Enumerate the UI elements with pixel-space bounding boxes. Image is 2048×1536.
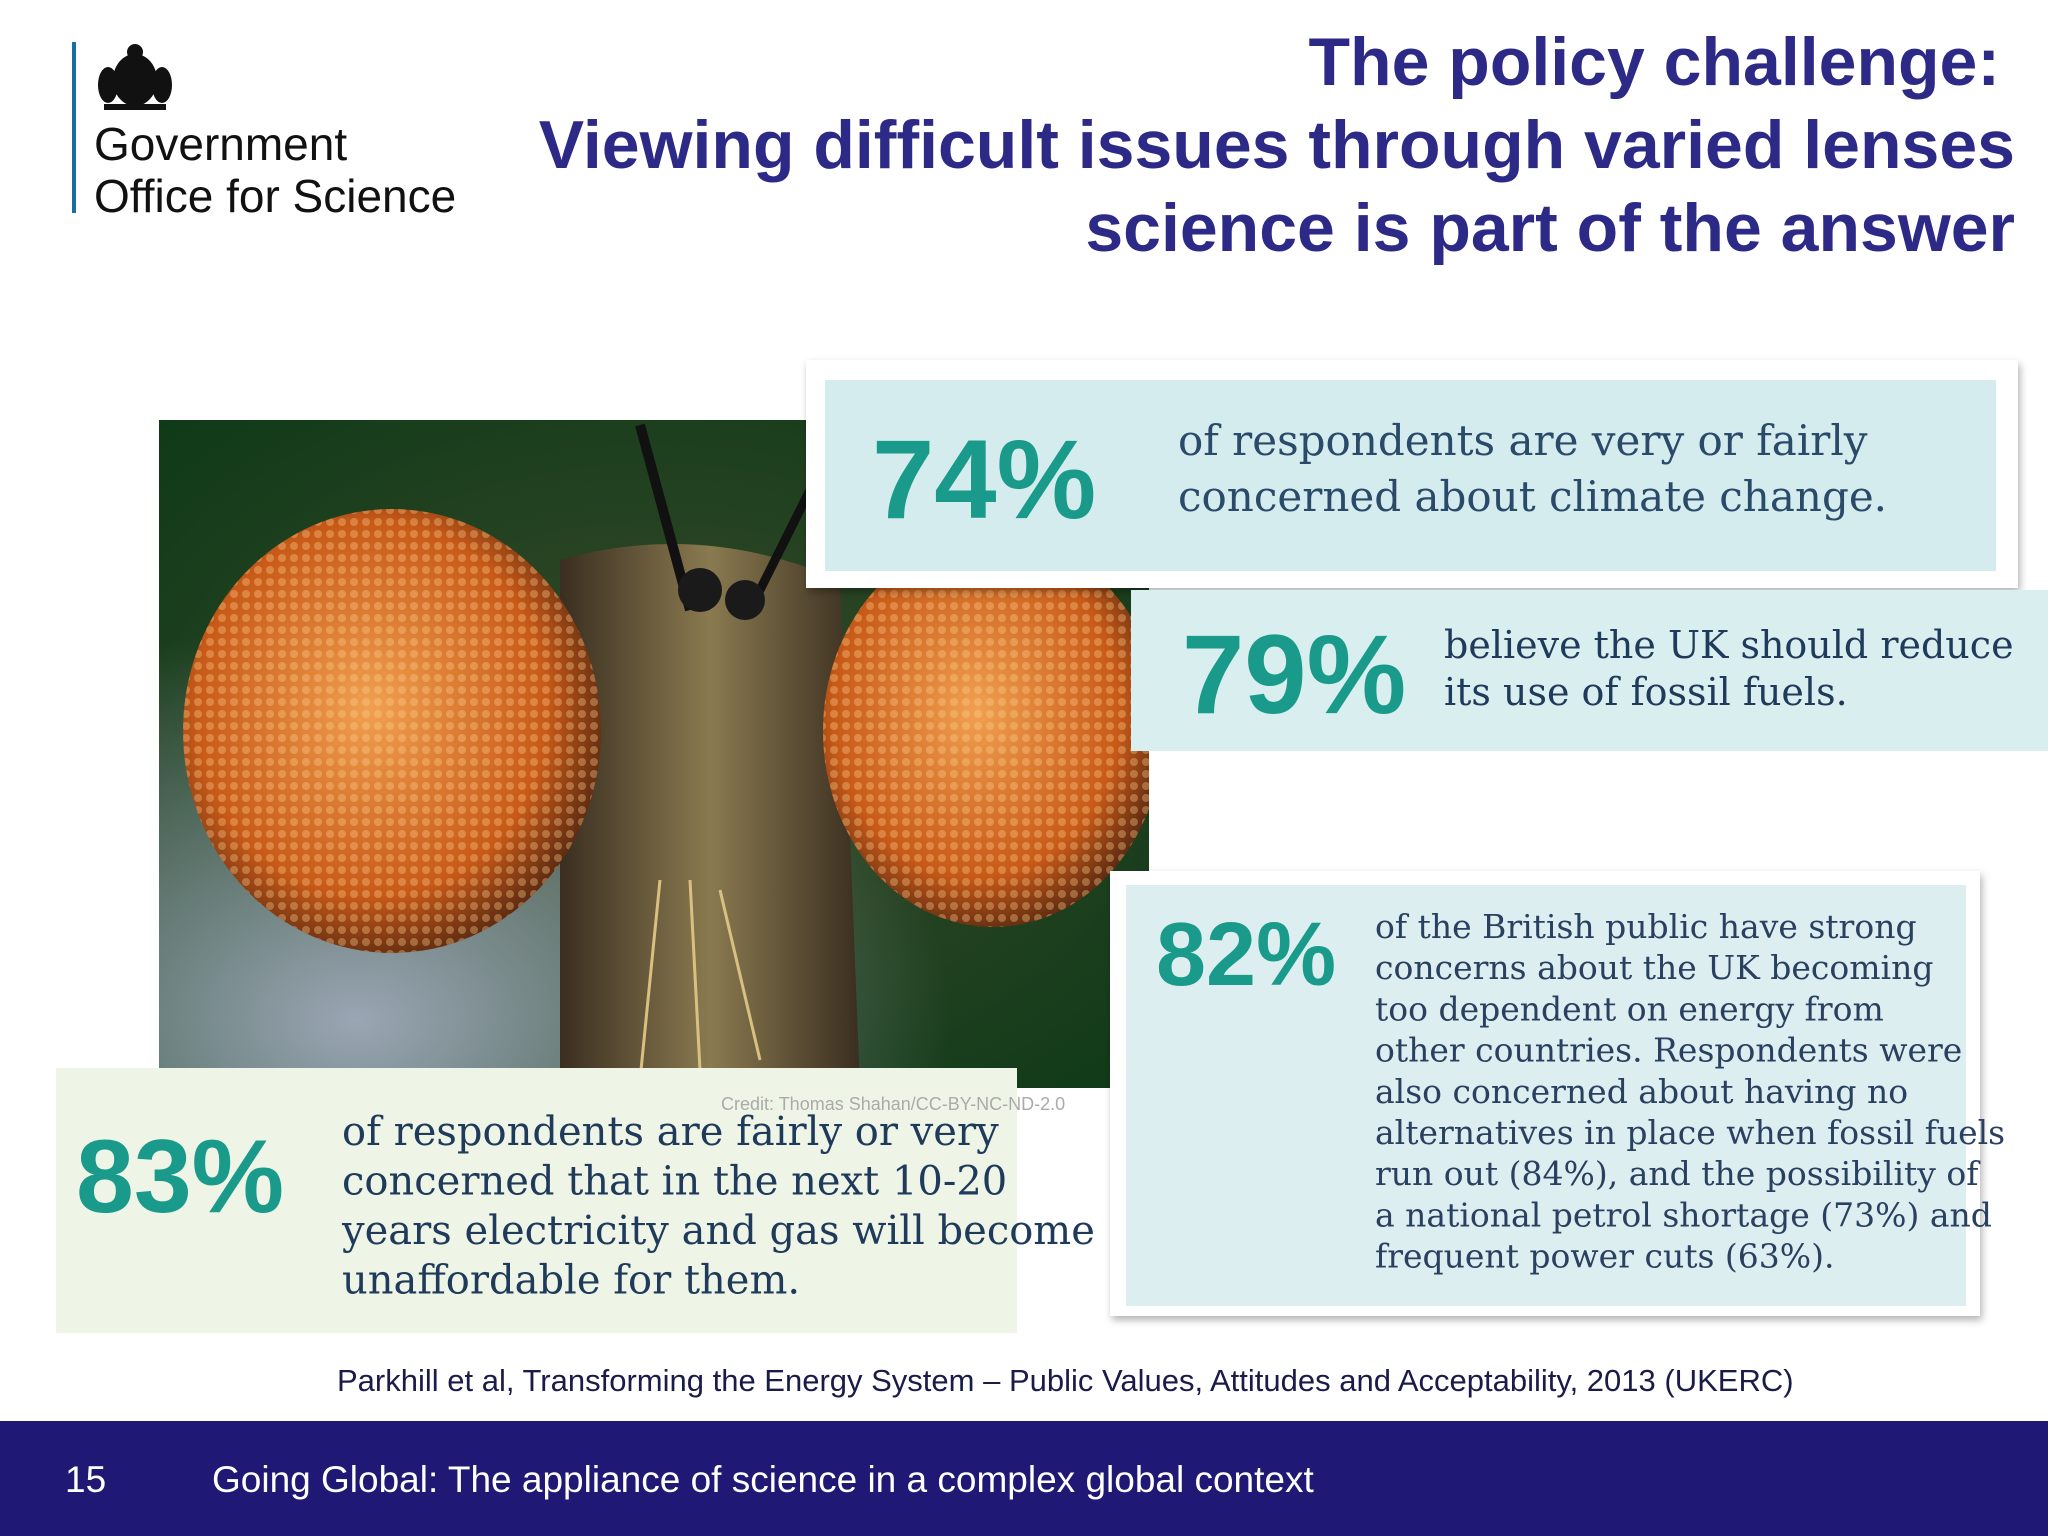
title-line: science is part of the answer	[1085, 190, 2015, 266]
stat-card: 82% of the British public have strongcon…	[1110, 871, 2005, 1316]
card-bg	[825, 380, 1996, 571]
stat-text: concerned about climate change.	[1178, 472, 1887, 521]
stat-text: of respondents are very or fairly	[1178, 416, 1868, 465]
stat-text: also concerned about having no	[1375, 1072, 1908, 1111]
card-bg	[1126, 885, 1966, 1306]
stat-value: 74%	[872, 417, 1096, 542]
footer-text: Going Global: The appliance of science i…	[212, 1459, 1314, 1500]
logo: Government Office for Science	[72, 42, 456, 222]
stat-card: 79% believe the UK should reduce its use…	[1131, 590, 2048, 751]
title: The policy challenge: Viewing difficult …	[539, 24, 2015, 266]
stat-text: concerns about the UK becoming	[1375, 948, 1933, 987]
stat-text: years electricity and gas will become	[341, 1208, 1095, 1254]
stat-text: too dependent on energy from	[1375, 989, 1884, 1028]
logo-text: Government	[94, 118, 347, 170]
stat-text: of respondents are fairly or very	[342, 1109, 999, 1155]
footer: 15 Going Global: The appliance of scienc…	[0, 1421, 2048, 1536]
logo-text: Office for Science	[94, 170, 456, 222]
stat-text: alternatives in place when fossil fuels	[1375, 1113, 2005, 1152]
stat-text: a national petrol shortage (73%) and	[1375, 1195, 1992, 1234]
footer-bar	[0, 1421, 2048, 1536]
stat-card: 83% of respondents are fairly or verycon…	[56, 1068, 1095, 1333]
crest	[98, 44, 172, 110]
citation: Parkhill et al, Transforming the Energy …	[337, 1363, 1794, 1398]
stat-text: its use of fossil fuels.	[1444, 670, 1848, 714]
stat-text: frequent power cuts (63%).	[1375, 1237, 1834, 1276]
title-line: The policy challenge:	[1309, 24, 2001, 100]
card-bg	[56, 1068, 1017, 1333]
card-bg	[1131, 590, 2048, 751]
stat-card: 74% of respondents are very or fairly co…	[806, 360, 2018, 588]
stat-text: unaffordable for them.	[342, 1258, 800, 1304]
stat-text: of the British public have strong	[1375, 907, 1917, 946]
photo-credit: Credit: Thomas Shahan/CC-BY-NC-ND-2.0	[721, 1094, 1065, 1114]
stat-text: other countries. Respondents were	[1375, 1031, 1962, 1070]
logo-rule	[72, 42, 76, 213]
stat-value: 79%	[1182, 612, 1406, 737]
stat-text: concerned that in the next 10-20	[342, 1159, 1007, 1205]
title-line: Viewing difficult issues through varied …	[539, 107, 2015, 183]
page-number: 15	[65, 1459, 106, 1500]
stat-value: 83%	[76, 1119, 284, 1235]
stat-text: believe the UK should reduce	[1444, 623, 2014, 667]
stat-value: 82%	[1156, 905, 1336, 1005]
stat-text: run out (84%), and the possibility of	[1375, 1154, 1981, 1193]
